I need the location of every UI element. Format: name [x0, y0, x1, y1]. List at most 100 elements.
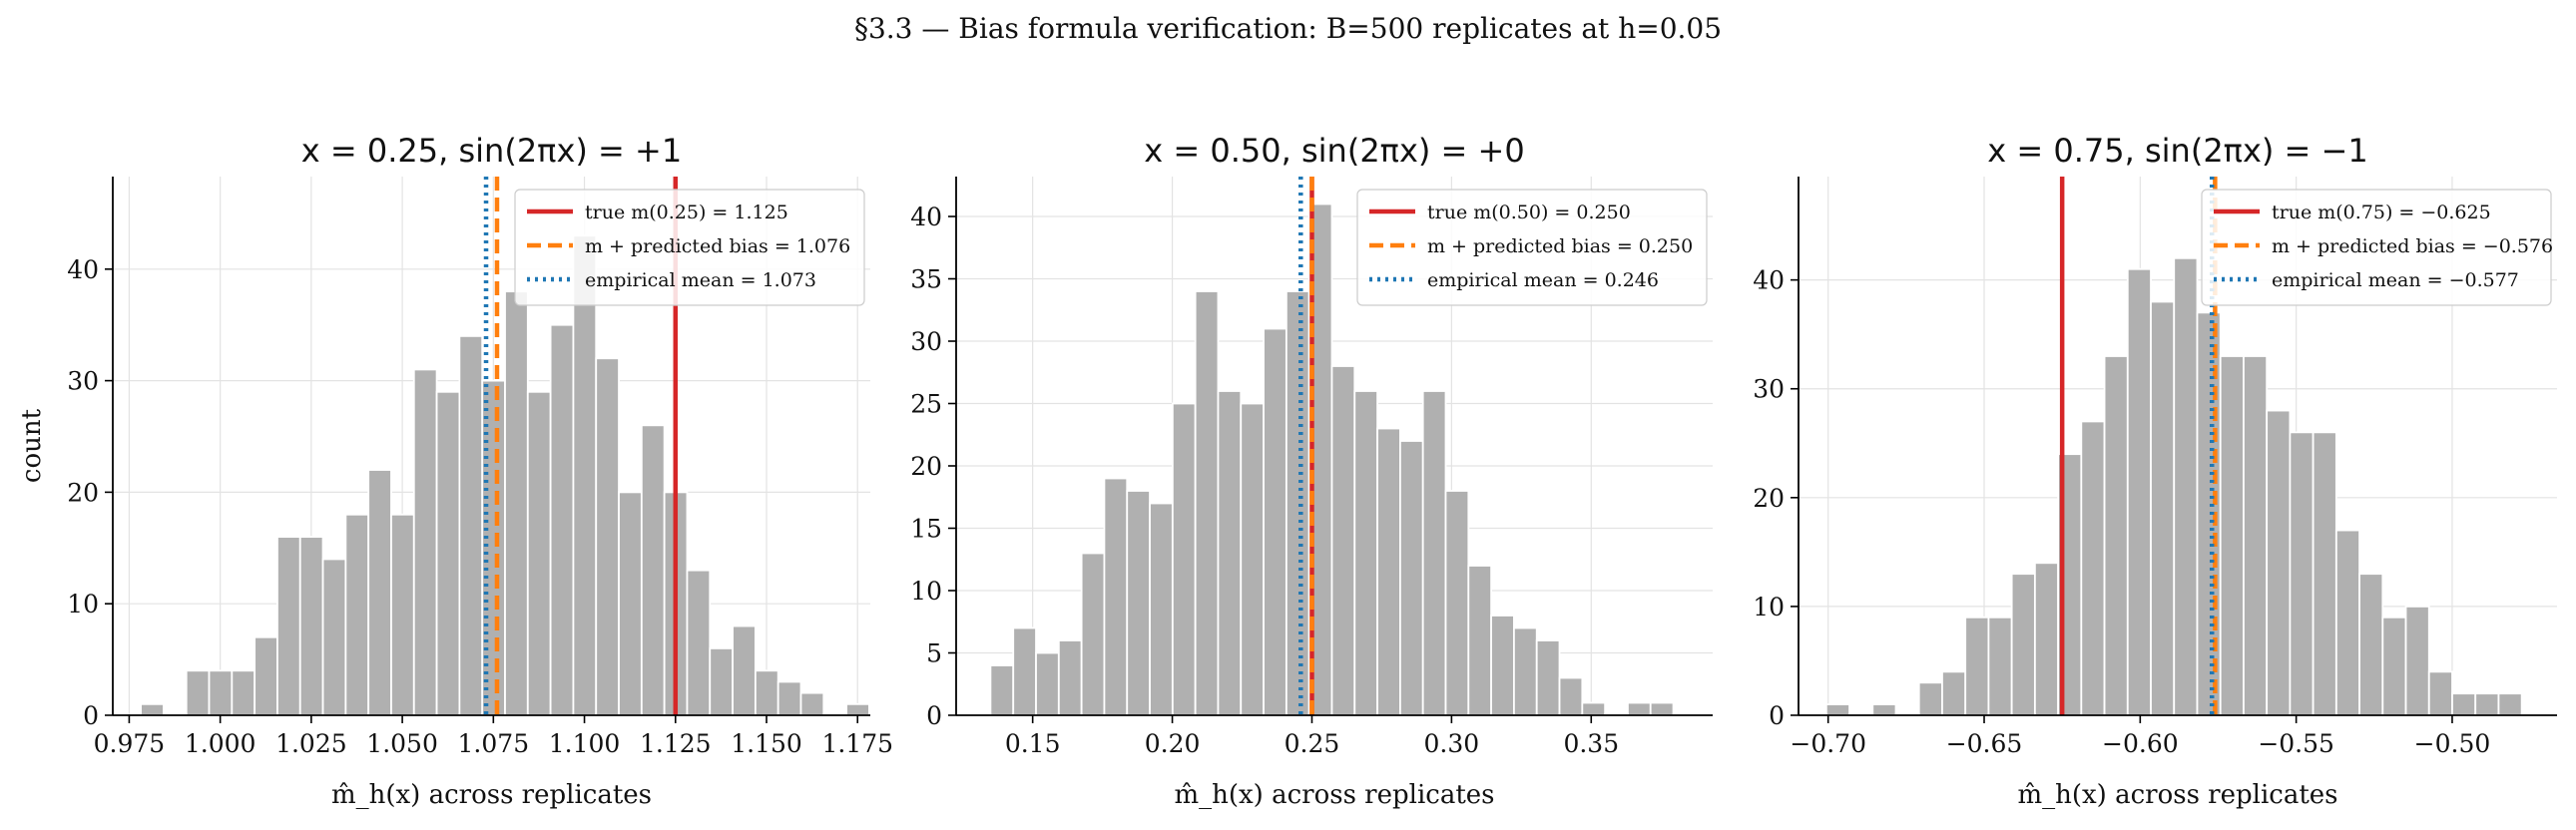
- histogram-bar: [1964, 616, 1990, 716]
- y-tick-label: 35: [910, 265, 942, 294]
- histogram-bar: [2474, 692, 2500, 716]
- y-tick-label: 10: [1753, 593, 1785, 622]
- histogram-bar: [2266, 409, 2292, 716]
- y-tick-label: 25: [910, 390, 942, 419]
- legend-entry-label: m + predicted bias = −0.576: [2272, 235, 2553, 257]
- y-tick-label: 0: [1769, 701, 1785, 730]
- histogram-bar: [1217, 390, 1243, 716]
- histogram-bar: [1194, 290, 1220, 716]
- histogram-bar: [1240, 402, 1265, 716]
- histogram-bar: [2080, 420, 2106, 716]
- y-tick-label: 30: [67, 367, 99, 396]
- histogram-bar: [2404, 606, 2430, 716]
- legend-entry-label: true m(0.50) = 0.250: [1427, 202, 1631, 223]
- x-tick-label: 1.100: [549, 729, 621, 758]
- histogram-bar: [458, 334, 484, 716]
- legend-entry-label: empirical mean = 1.073: [585, 269, 816, 291]
- x-tick-label: 0.975: [94, 729, 166, 758]
- histogram-bar: [412, 368, 438, 716]
- histogram-bar: [686, 569, 712, 716]
- histogram-bar: [208, 669, 234, 716]
- histogram-bar: [1941, 670, 1967, 716]
- histogram-bar: [799, 691, 825, 716]
- histogram-bar: [1376, 427, 1401, 716]
- histogram-bar: [1581, 701, 1607, 716]
- histogram-bar: [1513, 626, 1538, 716]
- x-tick-label: −0.55: [2258, 729, 2334, 758]
- legend-box: [1356, 189, 1708, 306]
- y-tick-label: 0: [926, 701, 942, 730]
- chart-panel-3: −0.70 −0.65 −0.60 −0.55 −0.50 0 10 20 30 40 x = 0.…: [1753, 132, 2557, 810]
- histogram-bar: [2312, 431, 2337, 716]
- y-tick-label: 0: [83, 701, 99, 730]
- panel-title: x = 0.25, sin(2πx) = +1: [301, 132, 682, 170]
- histogram-bar: [2289, 431, 2315, 716]
- histogram-bar: [1126, 490, 1151, 716]
- histogram-bar: [2381, 616, 2407, 716]
- legend: true m(0.25) = 1.125 m + predicted bias =…: [514, 189, 865, 306]
- histogram-bar: [1490, 615, 1515, 716]
- histogram-bar: [1917, 681, 1943, 716]
- legend: true m(0.50) = 0.250 m + predicted bias =…: [1356, 189, 1708, 306]
- histogram-bar: [526, 390, 552, 716]
- x-tick-label: 0.25: [1285, 729, 1340, 758]
- y-tick-label: 5: [926, 639, 942, 668]
- histogram-bar: [2358, 573, 2384, 716]
- histogram-bar: [1285, 290, 1310, 716]
- histogram-bar: [2033, 562, 2060, 716]
- histogram-bar: [1535, 639, 1561, 716]
- legend-box: [2201, 189, 2552, 306]
- x-tick-label: 1.175: [821, 729, 893, 758]
- y-axis-label: count: [17, 408, 47, 483]
- legend-entry-label: empirical mean = 0.246: [1427, 269, 1659, 291]
- x-tick-label: 0.20: [1145, 729, 1201, 758]
- legend-entry-label: m + predicted bias = 1.076: [585, 235, 850, 257]
- histogram-bar: [845, 702, 870, 716]
- histogram-bar: [344, 513, 370, 716]
- histogram-bar: [2126, 267, 2152, 716]
- figure-suptitle: §3.3 — Bias formula verification: B=500 …: [853, 12, 1723, 45]
- legend: true m(0.75) = −0.625 m + predicted bias …: [2201, 189, 2553, 306]
- histogram-bar: [298, 536, 324, 716]
- histogram-bar: [709, 647, 734, 716]
- x-tick-label: 1.000: [185, 729, 257, 758]
- histogram-bar: [1467, 565, 1493, 716]
- panel-title: x = 0.75, sin(2πx) = −1: [1987, 132, 2367, 170]
- y-tick-label: 10: [910, 577, 942, 606]
- x-tick-label: −0.65: [1946, 729, 2023, 758]
- histogram-bar: [618, 491, 643, 716]
- histogram-bar: [989, 664, 1015, 716]
- histogram-bar: [321, 558, 347, 716]
- histogram-bar: [254, 635, 278, 716]
- histogram-bar: [276, 536, 301, 716]
- x-tick-label: 0.35: [1563, 729, 1619, 758]
- histogram-bar: [776, 680, 802, 716]
- legend-entry-label: m + predicted bias = 0.250: [1427, 235, 1693, 257]
- x-tick-label: 1.025: [275, 729, 347, 758]
- histogram-bar: [1057, 639, 1083, 716]
- histogram-bar: [1080, 552, 1106, 716]
- histogram-bar: [572, 234, 598, 716]
- histogram-bar: [1421, 390, 1447, 716]
- histogram-bar: [1444, 490, 1470, 716]
- histogram-bar: [595, 357, 620, 716]
- histogram-bar: [1103, 477, 1129, 716]
- histogram-bar: [2451, 692, 2477, 716]
- histogram-bar: [2497, 692, 2523, 716]
- histogram-bar: [140, 702, 165, 716]
- legend-entry-label: empirical mean = −0.577: [2272, 269, 2519, 291]
- histogram-bar: [1824, 703, 1850, 716]
- histogram-bar: [2243, 355, 2269, 716]
- y-tick-label: 20: [910, 452, 942, 481]
- histogram-bar: [1353, 390, 1378, 716]
- y-tick-label: 20: [67, 478, 99, 507]
- histogram-bar: [1871, 703, 1897, 716]
- histogram-bar: [549, 323, 575, 716]
- histogram-bar: [2150, 300, 2176, 716]
- histogram-bar: [367, 469, 392, 716]
- x-tick-label: 0.30: [1424, 729, 1480, 758]
- histogram-bar: [504, 290, 529, 716]
- histogram-bar: [390, 513, 415, 716]
- x-axis-label: m̂_h(x) across replicates: [2017, 780, 2337, 810]
